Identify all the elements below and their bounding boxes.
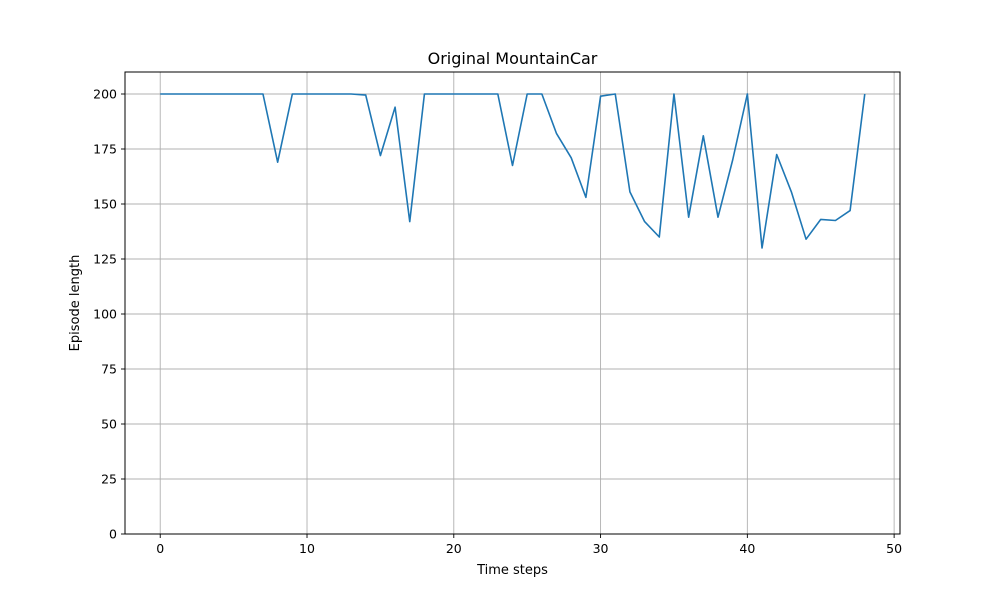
y-tick-label: 200 [93, 87, 117, 102]
x-axis-ticks: 0 10 20 30 40 50 [156, 534, 902, 556]
x-tick-label: 40 [739, 541, 755, 556]
x-axis-label: Time steps [476, 563, 548, 578]
chart-title: Original MountainCar [428, 49, 598, 68]
x-tick-label: 30 [593, 541, 609, 556]
y-tick-label: 125 [93, 252, 117, 267]
y-tick-label: 75 [101, 362, 117, 377]
y-tick-label: 25 [101, 472, 117, 487]
y-tick-label: 100 [93, 307, 117, 322]
y-tick-label: 150 [93, 197, 117, 212]
y-axis-label: Episode length [68, 255, 83, 352]
plot-frame [124, 71, 901, 535]
x-tick-label: 50 [886, 541, 902, 556]
y-axis-ticks: 0 25 50 75 100 125 150 175 200 [93, 87, 125, 542]
x-tick-label: 0 [156, 541, 164, 556]
x-tick-label: 20 [446, 541, 462, 556]
series-line [160, 93, 866, 249]
grid [125, 72, 900, 535]
y-tick-label: 0 [109, 527, 117, 542]
y-tick-label: 50 [101, 417, 117, 432]
series-layer [160, 93, 866, 249]
x-tick-label: 10 [299, 541, 315, 556]
y-tick-label: 175 [93, 142, 117, 157]
